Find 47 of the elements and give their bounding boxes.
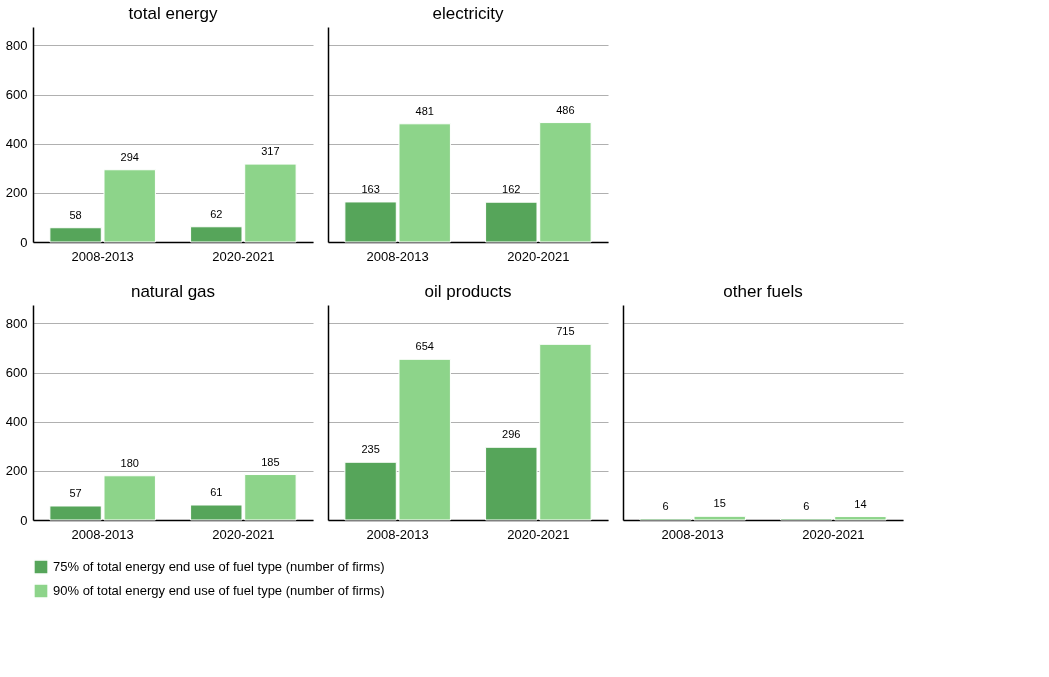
y-tick-label: 0 (20, 512, 28, 528)
data-label: 185 (261, 455, 280, 468)
chart-title: oil products (424, 282, 512, 301)
data-label: 163 (361, 182, 380, 195)
y-tick-label: 400 (5, 414, 28, 430)
data-label: 235 (361, 443, 380, 456)
data-label: 162 (502, 183, 521, 196)
chart-title: natural gas (130, 282, 216, 301)
chart-title: total energy (128, 4, 218, 23)
y-tick-label: 200 (5, 463, 28, 479)
data-label: 61 (210, 486, 223, 499)
data-label: 15 (713, 497, 726, 510)
x-tick-label: 2008-2013 (71, 526, 134, 542)
data-label: 317 (261, 145, 280, 158)
x-tick-label: 2020-2021 (212, 248, 275, 264)
data-label: 486 (556, 103, 575, 116)
chart-title: other fuels (723, 282, 803, 301)
x-tick-label: 2008-2013 (71, 248, 134, 264)
x-tick-label: 2020-2021 (507, 248, 570, 264)
y-tick-label: 800 (5, 315, 28, 331)
data-label: 14 (854, 497, 867, 510)
legend-label: 75% of total energy end use of fuel type (number of firms) (53, 559, 385, 574)
y-tick-label: 400 (5, 136, 28, 152)
x-tick-label: 2020-2021 (212, 526, 275, 542)
x-tick-label: 2020-2021 (507, 526, 570, 542)
legend-label: 90% of total energy end use of fuel type (number of firms) (53, 583, 385, 598)
data-label: 6 (662, 499, 669, 512)
x-tick-label: 2008-2013 (366, 526, 429, 542)
chart-title: electricity (432, 4, 504, 23)
y-tick-label: 200 (5, 185, 28, 201)
x-tick-label: 2020-2021 (802, 526, 865, 542)
data-label: 6 (803, 499, 810, 512)
y-tick-label: 600 (5, 87, 28, 103)
data-label: 294 (120, 150, 139, 163)
y-tick-label: 600 (5, 365, 28, 381)
y-tick-label: 800 (5, 37, 28, 53)
data-label: 58 (69, 208, 82, 221)
x-tick-label: 2008-2013 (366, 248, 429, 264)
data-label: 654 (415, 340, 434, 353)
data-label: 296 (502, 428, 521, 441)
data-label: 62 (210, 207, 223, 220)
data-label: 180 (120, 456, 139, 469)
data-label: 57 (69, 486, 82, 499)
y-tick-label: 0 (20, 234, 28, 250)
data-label: 481 (415, 104, 434, 117)
x-tick-label: 2008-2013 (661, 526, 724, 542)
data-label: 715 (556, 325, 575, 338)
